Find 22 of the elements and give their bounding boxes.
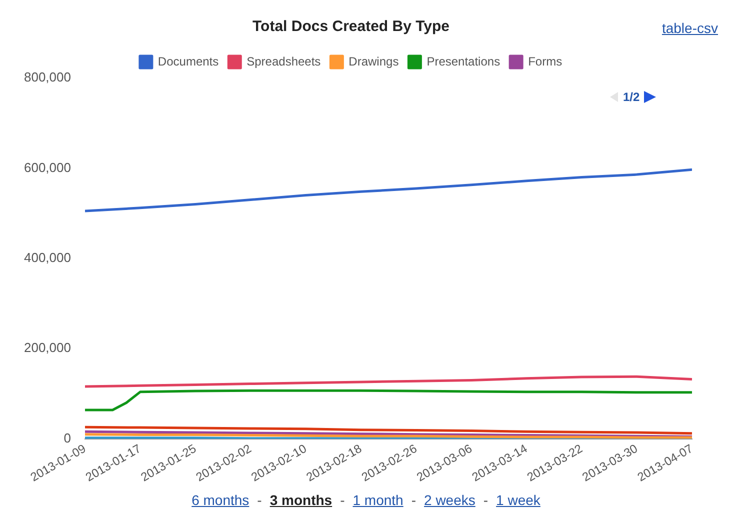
text: 1 month	[352, 492, 404, 508]
annotation: 1/2	[623, 90, 640, 104]
text: -	[483, 492, 488, 508]
y-tick-label: 600,000	[24, 160, 71, 175]
y-tick-label: 200,000	[24, 340, 71, 356]
text: -	[340, 492, 345, 508]
legend-label: Documents	[158, 54, 219, 68]
y-tick-label: 0	[64, 430, 71, 446]
legend-label: Forms	[528, 54, 562, 68]
text: -	[257, 492, 262, 508]
legend-label: Spreadsheets	[246, 54, 321, 68]
text: table-csv	[662, 20, 718, 36]
text: -	[411, 492, 416, 508]
text: 6 months	[192, 492, 250, 508]
text: 1 week	[496, 492, 540, 508]
text: 2 weeks	[424, 492, 476, 508]
y-tick-label: 400,000	[24, 250, 71, 265]
text: 3 months	[270, 492, 332, 508]
chart-title: Total Docs Created By Type	[252, 18, 450, 36]
legend-label: Presentations	[426, 54, 500, 68]
legend-label: Drawings	[348, 54, 399, 68]
y-tick-label: 800,000	[24, 70, 71, 85]
